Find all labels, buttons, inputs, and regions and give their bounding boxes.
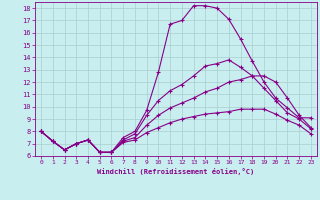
X-axis label: Windchill (Refroidissement éolien,°C): Windchill (Refroidissement éolien,°C)	[97, 168, 255, 175]
